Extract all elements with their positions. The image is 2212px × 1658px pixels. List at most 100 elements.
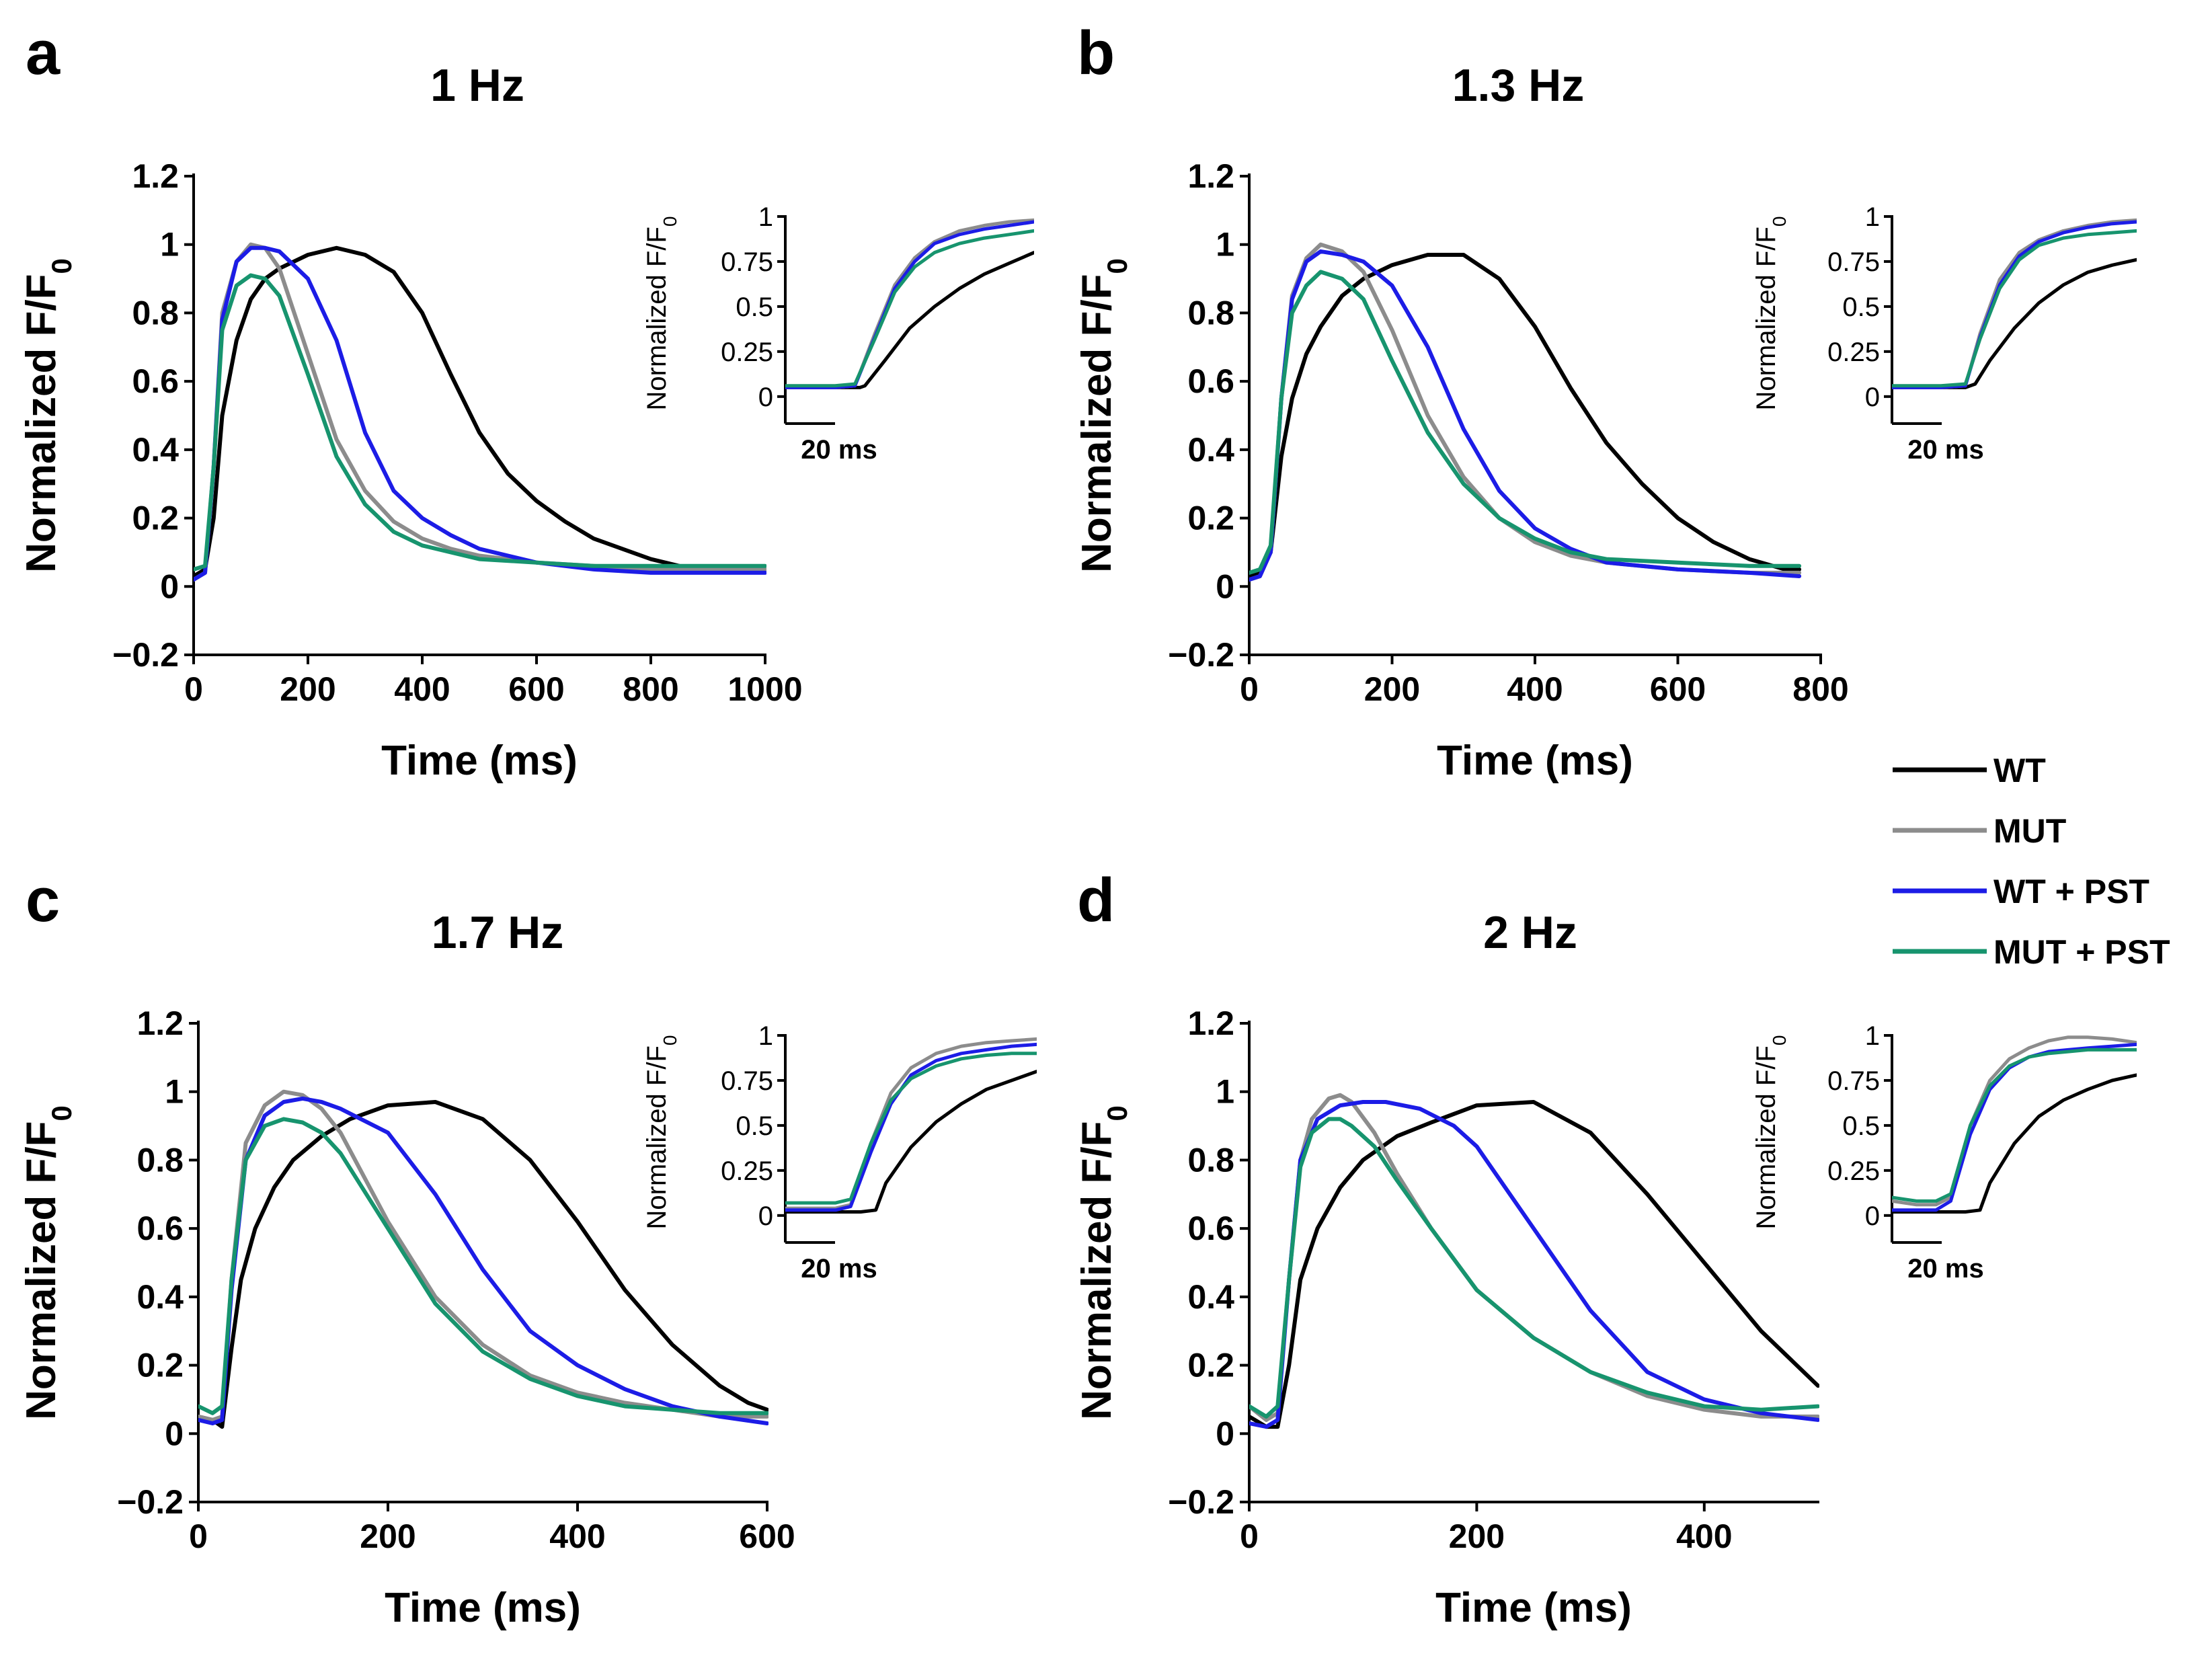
inset-series-line-mut-pst xyxy=(785,229,1034,388)
series-line-mut-pst xyxy=(1249,1117,1819,1419)
y-tick-label: 0.4 xyxy=(132,431,179,469)
y-axis-label-text: Normalized F/F xyxy=(18,1121,65,1419)
inset-series-line-mut xyxy=(785,1037,1037,1210)
legend: WT MUT WT + PST MUT + PST xyxy=(1893,752,2170,971)
series-line-mut-pst xyxy=(194,273,766,571)
y-tick-label: 0.2 xyxy=(1187,1347,1234,1384)
y-tick-label: 0.8 xyxy=(136,1141,184,1179)
x-tick-label: 0 xyxy=(1240,1517,1259,1555)
y-tick-label: 0 xyxy=(160,567,179,605)
inset-y-tick-label: 1 xyxy=(1865,202,1880,232)
series-line-mut xyxy=(198,1089,768,1422)
inset-series-line-mut-pst xyxy=(1892,1048,2137,1203)
series-line-mut-pst xyxy=(1249,270,1802,575)
y-tick-label: 1 xyxy=(1216,1073,1234,1111)
y-tick-label: −0.2 xyxy=(1168,1483,1234,1521)
inset-y-tick-label: 0 xyxy=(1865,383,1880,412)
inset-series-line-wt xyxy=(1892,1073,2137,1214)
y-tick-label: 0.6 xyxy=(136,1210,184,1247)
x-tick-label: 400 xyxy=(549,1517,605,1555)
legend-item: WT + PST xyxy=(1893,873,2149,910)
scale-bar-label: 20 ms xyxy=(1907,435,1983,465)
legend-item: WT xyxy=(1893,752,2046,789)
legend-label: WT + PST xyxy=(1993,873,2149,910)
inset-y-axis-label: Normalized F/F0 xyxy=(642,216,680,411)
inset-y-tick-label: 0.5 xyxy=(736,1111,773,1141)
x-tick-label: 400 xyxy=(394,670,450,708)
y-axis-label: Normalized F/F0 xyxy=(1074,1105,1133,1420)
y-axis-label: Normalized F/F0 xyxy=(1074,258,1133,573)
inset-y-axis-label-text: Normalized F/F xyxy=(1751,1045,1781,1229)
y-tick-label: 1.2 xyxy=(136,1004,184,1042)
panel-c: c 1.7 Hz−0.200.20.40.60.811.20 200 400 600Ti… xyxy=(18,866,1037,1631)
inset-series-line-mut-pst xyxy=(785,1052,1037,1205)
inset-y-tick-label: 0.75 xyxy=(721,1066,773,1096)
series-line-wt xyxy=(1249,1100,1819,1429)
inset-series-group xyxy=(1892,218,2137,389)
inset-series-group xyxy=(785,218,1034,389)
inset-y-tick-label: 0.25 xyxy=(1827,1156,1880,1186)
inset-y-tick-label: 1 xyxy=(1865,1021,1880,1051)
x-tick-label: 200 xyxy=(1364,670,1420,708)
panel-title: 1.7 Hz xyxy=(432,907,564,958)
inset-y-tick-label: 0 xyxy=(1865,1201,1880,1231)
y-tick-label: −0.2 xyxy=(117,1483,184,1521)
scale-bar-label: 20 ms xyxy=(1907,1254,1983,1284)
y-tick-label: 0 xyxy=(1216,1415,1234,1452)
inset-series-group xyxy=(1892,1035,2137,1214)
inset-y-tick-label: 0 xyxy=(758,1201,773,1231)
y-tick-label: −0.2 xyxy=(1168,636,1234,674)
inset-y-axis-label: Normalized F/F0 xyxy=(642,1035,680,1230)
y-axis-label-subscript: 0 xyxy=(46,258,77,274)
inset-series-line-wt-pst xyxy=(785,220,1034,389)
series-group xyxy=(198,1089,768,1429)
inset-y-tick-label: 0.5 xyxy=(736,292,773,322)
inset-series-line-wt xyxy=(785,1070,1037,1214)
y-tick-label: 0.2 xyxy=(1187,500,1234,537)
inset-y-axis-label-text: Normalized F/F xyxy=(642,1045,672,1229)
x-tick-label: 0 xyxy=(184,670,203,708)
inset-series-line-wt-pst xyxy=(1892,1042,2137,1212)
inset-y-axis-label-subscript: 0 xyxy=(660,1035,680,1046)
inset-y-axis-label: Normalized F/F0 xyxy=(1751,1035,1790,1230)
x-tick-label: 200 xyxy=(360,1517,416,1555)
y-axis-label: Normalized F/F0 xyxy=(18,258,77,573)
y-tick-label: 0.8 xyxy=(1187,294,1234,331)
series-line-wt xyxy=(1249,253,1802,578)
panel-letter: b xyxy=(1077,19,1115,87)
x-tick-label: 400 xyxy=(1507,670,1563,708)
y-tick-label: 0.2 xyxy=(136,1347,184,1384)
series-group xyxy=(1249,1093,1819,1429)
panel-letter: a xyxy=(26,19,61,87)
x-tick-label: 400 xyxy=(1676,1517,1732,1555)
y-axis-label-subscript: 0 xyxy=(1101,1105,1133,1121)
inset-series-group xyxy=(785,1037,1037,1214)
inset-y-tick-label: 0.25 xyxy=(1827,338,1880,367)
x-tick-label: 0 xyxy=(1240,670,1259,708)
inset-series-line-mut xyxy=(785,218,1034,389)
inset-y-tick-label: 1 xyxy=(758,1021,773,1051)
x-axis-label: Time (ms) xyxy=(1435,1585,1632,1631)
inset-y-axis-label-text: Normalized F/F xyxy=(642,227,672,410)
panel-letter: c xyxy=(26,866,60,935)
y-tick-label: −0.2 xyxy=(112,636,179,674)
x-axis-label: Time (ms) xyxy=(385,1585,581,1631)
series-line-mut xyxy=(1249,1093,1819,1422)
y-tick-label: 0.6 xyxy=(1187,362,1234,400)
inset-y-tick-label: 0.75 xyxy=(1827,247,1880,277)
series-group xyxy=(1249,242,1802,582)
inset-y-axis-label-subscript: 0 xyxy=(1769,216,1790,227)
x-axis-label: Time (ms) xyxy=(381,738,578,784)
inset-y-axis-label-subscript: 0 xyxy=(1769,1035,1790,1046)
y-axis-label-text: Normalized F/F xyxy=(1074,1121,1120,1419)
inset-y-tick-label: 0.5 xyxy=(1842,1111,1880,1141)
inset-y-tick-label: 0.25 xyxy=(721,1156,773,1186)
y-axis-label-text: Normalized F/F xyxy=(1074,274,1120,572)
y-tick-label: 0.6 xyxy=(132,362,179,400)
